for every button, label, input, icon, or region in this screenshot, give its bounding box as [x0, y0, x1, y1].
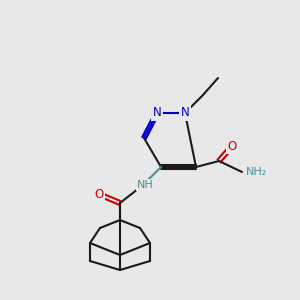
Text: N: N	[181, 106, 189, 119]
Text: N: N	[153, 106, 161, 119]
Text: NH: NH	[136, 180, 153, 190]
Text: NH₂: NH₂	[246, 167, 267, 177]
Text: O: O	[94, 188, 103, 202]
Text: O: O	[227, 140, 237, 152]
